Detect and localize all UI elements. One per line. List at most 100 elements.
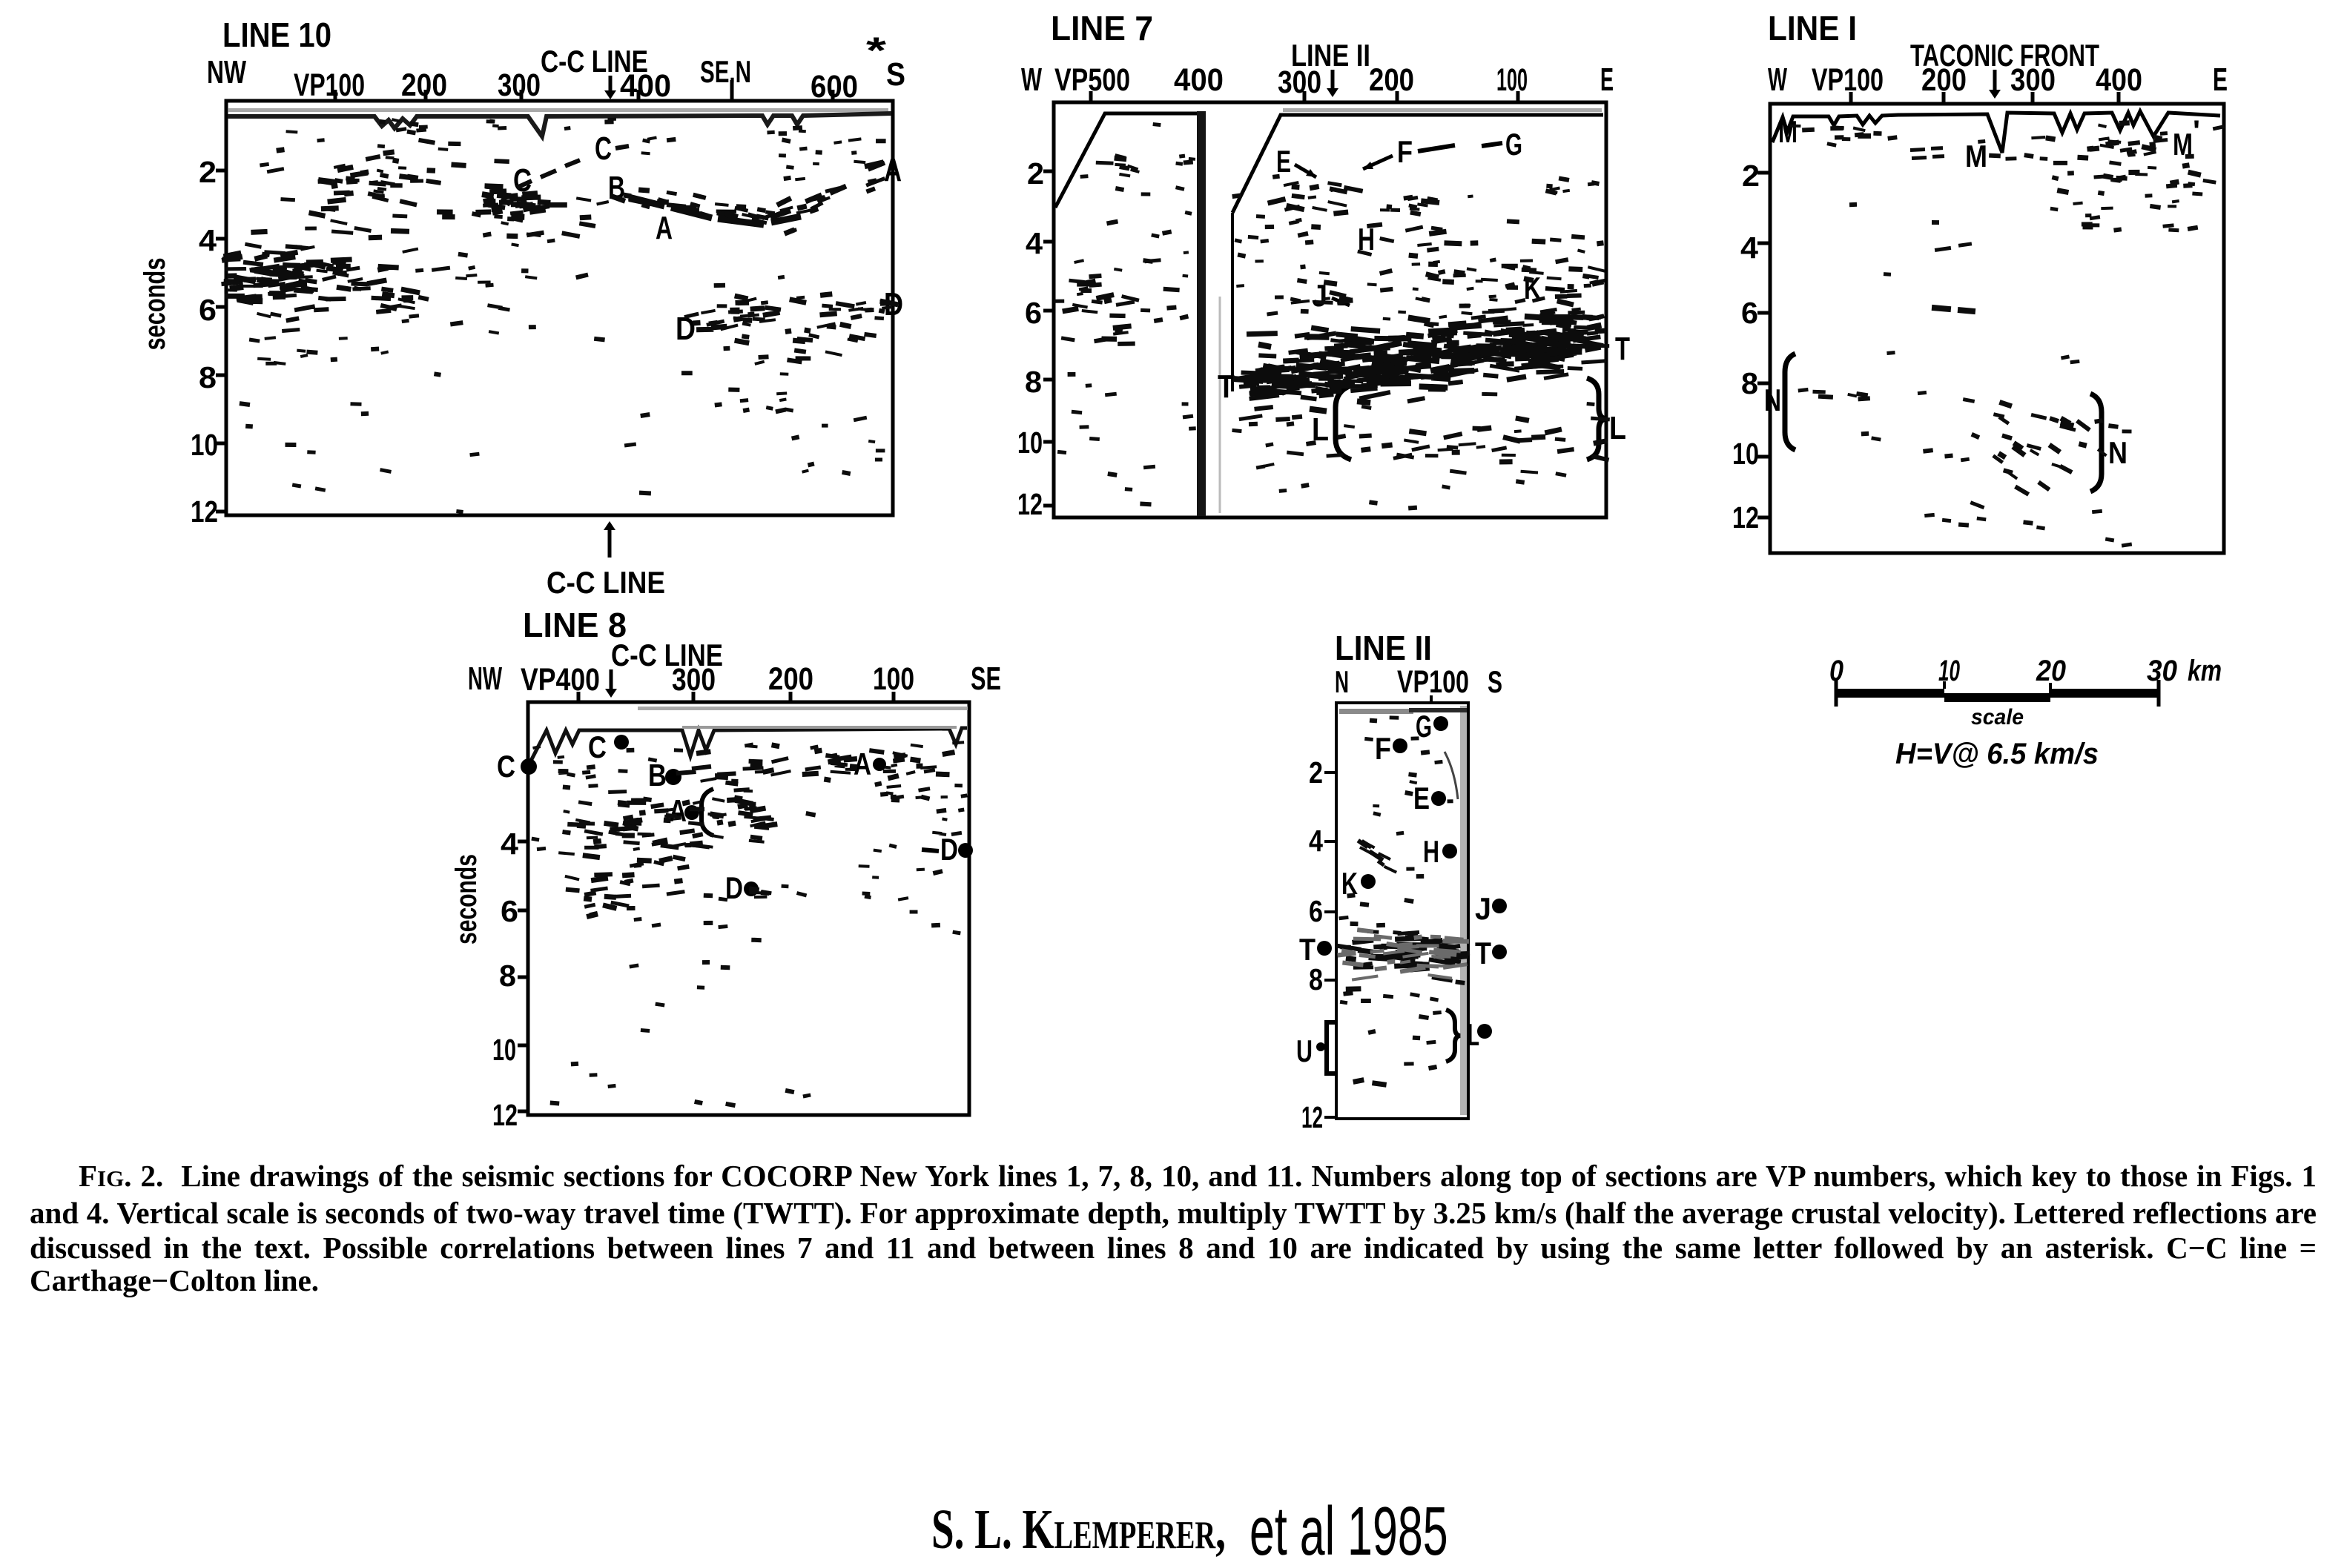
svg-text:G: G: [1505, 127, 1522, 162]
svg-text:E: E: [1276, 144, 1291, 179]
svg-text:seconds: seconds: [139, 258, 171, 351]
svg-text:10: 10: [1732, 437, 1759, 471]
svg-text:6: 6: [199, 293, 217, 327]
svg-text:D: D: [725, 870, 743, 905]
svg-text:LINE 7: LINE 7: [1051, 9, 1153, 47]
svg-text:8: 8: [1025, 365, 1042, 399]
svg-text:4: 4: [1026, 226, 1043, 260]
svg-text:100: 100: [873, 661, 914, 697]
svg-text:200: 200: [768, 661, 813, 697]
svg-text:SE: SE: [971, 661, 1001, 697]
svg-text:K: K: [1341, 866, 1358, 901]
svg-text:12: 12: [1301, 1100, 1323, 1134]
svg-text:VP100: VP100: [294, 67, 365, 103]
svg-text:B: B: [648, 758, 667, 793]
svg-text:200: 200: [401, 67, 447, 103]
svg-text:seconds: seconds: [450, 854, 483, 945]
svg-text:10: 10: [1938, 655, 1960, 687]
svg-text:U: U: [1296, 1033, 1313, 1068]
svg-text:2: 2: [1027, 156, 1044, 191]
svg-text:10: 10: [191, 428, 218, 462]
svg-text:4: 4: [1309, 824, 1323, 858]
svg-text:200: 200: [1921, 62, 1967, 98]
svg-text:G: G: [1416, 709, 1432, 744]
svg-text:6: 6: [501, 894, 518, 928]
svg-text:A: A: [884, 152, 902, 188]
svg-text:': ': [2193, 115, 2200, 148]
svg-text:20: 20: [2036, 655, 2066, 687]
svg-text:E: E: [1413, 781, 1430, 816]
svg-text:300: 300: [1278, 64, 1321, 100]
svg-text:30: 30: [2147, 655, 2177, 687]
svg-text:12: 12: [1017, 487, 1043, 521]
svg-text:100: 100: [1496, 62, 1528, 98]
svg-text:C: C: [588, 730, 607, 764]
svg-text:E: E: [1600, 62, 1614, 98]
svg-text:6: 6: [1309, 894, 1323, 928]
svg-text:km: km: [2188, 655, 2222, 687]
svg-text:C-C LINE: C-C LINE: [611, 638, 723, 672]
svg-text:H=V@ 6.5 km/s: H=V@ 6.5 km/s: [1895, 738, 2099, 770]
svg-text:8: 8: [499, 959, 516, 993]
svg-text:S: S: [886, 56, 905, 93]
svg-text:400: 400: [2096, 62, 2142, 98]
svg-text:S: S: [1488, 664, 1502, 699]
svg-text:400: 400: [620, 68, 671, 104]
svg-text:L: L: [1468, 1017, 1479, 1052]
svg-text:10: 10: [492, 1033, 516, 1067]
svg-text:M: M: [1778, 114, 1798, 149]
svg-text:LINE II: LINE II: [1335, 629, 1432, 667]
svg-text:4: 4: [1740, 231, 1758, 265]
svg-text:C-C LINE: C-C LINE: [547, 565, 665, 600]
svg-text:200: 200: [1369, 62, 1414, 98]
svg-text:N: N: [2108, 435, 2128, 470]
svg-text:T: T: [1615, 331, 1630, 367]
svg-text:LINE I: LINE I: [1768, 9, 1857, 47]
svg-text:NW: NW: [207, 54, 246, 90]
svg-text:600: 600: [811, 69, 858, 105]
svg-text:VP100: VP100: [1812, 62, 1884, 98]
svg-text:300: 300: [2010, 62, 2056, 98]
svg-text:4: 4: [501, 827, 518, 861]
svg-text:300: 300: [498, 67, 541, 103]
svg-text:M: M: [1965, 139, 1987, 173]
svg-text:8: 8: [1309, 962, 1323, 996]
svg-text:SE,N: SE,N: [700, 54, 751, 89]
svg-text:VP500: VP500: [1054, 62, 1130, 98]
svg-text:4: 4: [199, 223, 217, 257]
svg-text:400: 400: [1174, 62, 1224, 98]
svg-text:2: 2: [199, 155, 217, 189]
svg-text:T: T: [1299, 932, 1316, 967]
svg-text:W: W: [1021, 62, 1042, 98]
svg-text:scale: scale: [1971, 705, 2024, 730]
svg-text:LINE 10: LINE 10: [222, 16, 331, 54]
svg-text:8: 8: [1741, 366, 1758, 400]
svg-text:VP400: VP400: [521, 662, 600, 698]
svg-text:A: A: [854, 747, 871, 781]
svg-text:N: N: [1335, 664, 1349, 699]
svg-text:H: H: [1423, 834, 1439, 869]
svg-text:J: J: [1475, 891, 1491, 926]
svg-text:12: 12: [191, 494, 218, 529]
svg-text:*: *: [866, 30, 887, 71]
svg-text:LINE II: LINE II: [1291, 38, 1370, 73]
svg-text:N: N: [1764, 383, 1781, 417]
svg-text:C: C: [595, 130, 612, 167]
svg-text:D: D: [940, 832, 958, 867]
svg-text:T: T: [1475, 936, 1491, 970]
svg-text:6: 6: [1025, 296, 1042, 330]
svg-text:2: 2: [1742, 159, 1760, 193]
svg-text:H: H: [1358, 222, 1375, 257]
svg-text:LINE 8: LINE 8: [523, 606, 627, 644]
svg-text:8: 8: [199, 360, 217, 394]
svg-text:10: 10: [1017, 426, 1043, 460]
svg-text:C-C LINE: C-C LINE: [541, 44, 648, 79]
svg-text:L: L: [1609, 410, 1626, 446]
svg-text:NW: NW: [468, 661, 502, 697]
svg-text:E: E: [2213, 62, 2228, 98]
svg-text:0: 0: [1829, 655, 1843, 687]
svg-text:T: T: [1218, 368, 1235, 405]
svg-text:2: 2: [1309, 755, 1323, 790]
svg-text:F: F: [1397, 134, 1413, 169]
svg-text:12: 12: [1732, 500, 1759, 535]
